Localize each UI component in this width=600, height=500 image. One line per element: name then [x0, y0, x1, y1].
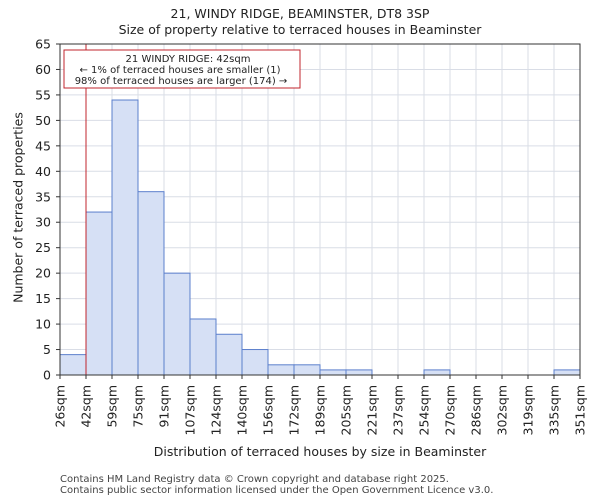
y-tick-label: 30 [35, 215, 51, 230]
y-tick-label: 10 [35, 317, 51, 332]
x-tick-label: 286sqm [469, 385, 484, 435]
annotation-box [63, 49, 301, 89]
x-tick-label: 319sqm [521, 385, 536, 435]
chart-subtitle: Size of property relative to terraced ho… [118, 22, 482, 37]
bar [345, 369, 373, 376]
x-tick-label: 351sqm [573, 385, 588, 435]
x-tick-label: 335sqm [547, 385, 562, 435]
annotation-line-1: 21 WINDY RIDGE: 42sqm [126, 54, 251, 65]
annotation: 21 WINDY RIDGE: 42sqm ← 1% of terraced h… [63, 49, 301, 89]
bar [267, 364, 295, 376]
x-axis-label: Distribution of terraced houses by size … [153, 444, 487, 459]
axes: 0 5 10 15 20 25 30 35 40 45 50 55 60 65 26sqm 42sqm 59sq… [35, 37, 587, 436]
x-tick-label: 107sqm [183, 385, 198, 435]
bar [241, 349, 269, 376]
x-tick-label: 189sqm [313, 385, 328, 435]
bar [111, 99, 139, 376]
bar [85, 211, 113, 376]
x-tick-label: 124sqm [209, 385, 224, 435]
bar [163, 272, 191, 376]
x-tick-label: 270sqm [443, 385, 458, 435]
x-tick-label: 254sqm [417, 385, 432, 435]
y-tick-label: 25 [35, 240, 51, 255]
x-tick-label: 205sqm [339, 385, 354, 435]
y-axis-label: Number of terraced properties [10, 112, 26, 303]
x-tick-label: 172sqm [287, 385, 302, 435]
y-tick-label: 65 [35, 37, 51, 52]
bar [423, 369, 451, 376]
bar [293, 364, 321, 376]
bar [137, 191, 165, 376]
bar [215, 333, 243, 376]
x-tick-label: 42sqm [79, 385, 94, 428]
footer-copyright: Contains HM Land Registry data © Crown c… [60, 474, 449, 485]
x-tick-label: 75sqm [131, 385, 146, 428]
y-tick-label: 40 [35, 164, 51, 179]
bar [553, 369, 581, 376]
x-tick-label: 91sqm [157, 385, 172, 428]
bar [189, 318, 217, 376]
y-tick-label: 35 [35, 189, 51, 204]
x-tick-label: 26sqm [53, 385, 68, 428]
y-tick-label: 55 [35, 87, 51, 102]
x-tick-label: 302sqm [495, 385, 510, 435]
y-tick-label: 5 [43, 342, 51, 357]
y-tick-label: 60 [35, 62, 51, 77]
bar [319, 369, 347, 376]
y-tick-label: 50 [35, 113, 51, 128]
x-tick-label: 237sqm [391, 385, 406, 435]
x-tick-label: 221sqm [365, 385, 380, 435]
bars [59, 44, 581, 376]
annotation-line-3: 98% of terraced houses are larger (174) … [75, 76, 288, 87]
chart-title: 21, WINDY RIDGE, BEAMINSTER, DT8 3SP [170, 6, 430, 21]
y-tick-label: 0 [43, 368, 51, 383]
x-tick-label: 156sqm [261, 385, 276, 435]
x-tick-label: 59sqm [105, 385, 120, 428]
annotation-line-2: ← 1% of terraced houses are smaller (1) [80, 65, 281, 76]
x-tick-label: 140sqm [235, 385, 250, 435]
y-tick-label: 20 [35, 266, 51, 281]
bar [59, 354, 87, 376]
y-tick-label: 45 [35, 138, 51, 153]
footer-licence: Contains public sector information licen… [60, 485, 494, 496]
y-tick-label: 15 [35, 291, 51, 306]
